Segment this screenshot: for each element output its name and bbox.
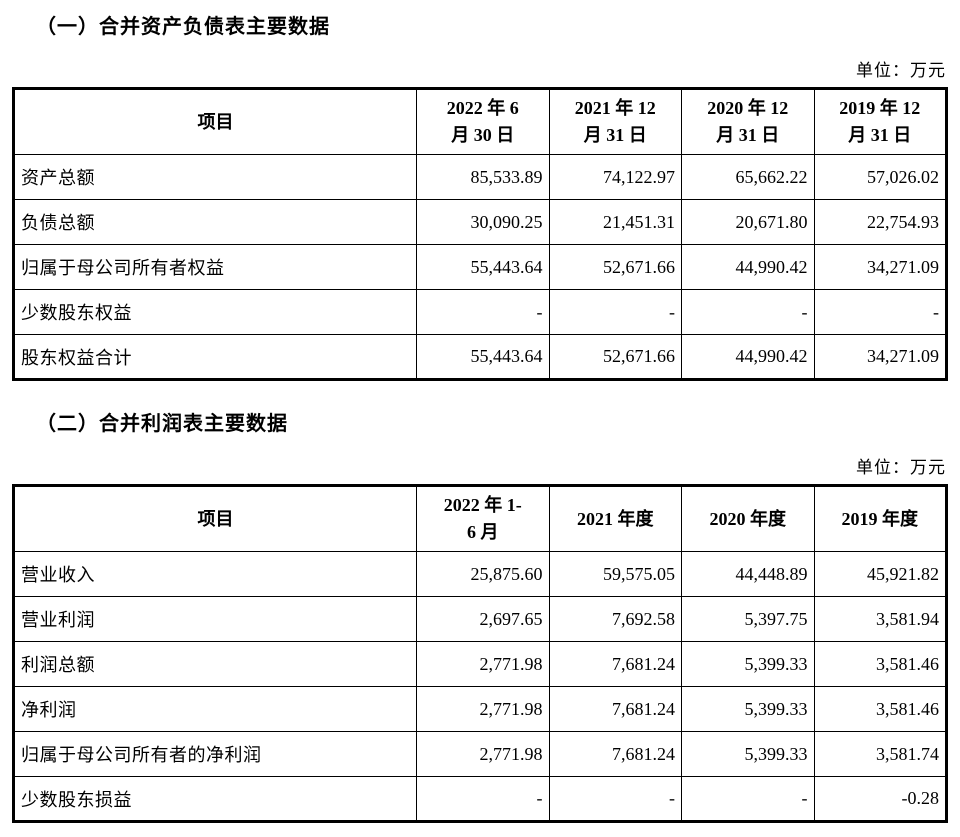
table-row: 资产总额 85,533.89 74,122.97 65,662.22 57,02…: [12, 154, 947, 200]
value-cell: 5,399.33: [681, 641, 815, 687]
row-label: 股东权益合计: [12, 334, 418, 380]
value-cell: 25,875.60: [416, 551, 550, 597]
table-row: 营业收入 25,875.60 59,575.05 44,448.89 45,92…: [12, 551, 947, 597]
table-body: 营业收入 25,875.60 59,575.05 44,448.89 45,92…: [12, 551, 947, 822]
table-row: 少数股东损益 - - - -0.28: [12, 776, 947, 822]
row-label: 资产总额: [12, 154, 418, 200]
table-header: 项目 2022 年 1- 6 月 2021 年度 2020 年度 2019 年度: [12, 485, 947, 552]
value-cell: 59,575.05: [548, 551, 683, 597]
value-cell: 65,662.22: [681, 154, 815, 200]
value-cell: -0.28: [813, 776, 947, 822]
row-label: 少数股东权益: [12, 289, 418, 335]
value-cell: 21,451.31: [548, 199, 683, 245]
value-cell: -: [681, 289, 815, 335]
header-item: 项目: [12, 485, 418, 552]
table-row: 归属于母公司所有者权益 55,443.64 52,671.66 44,990.4…: [12, 244, 947, 290]
row-label: 归属于母公司所有者的净利润: [12, 731, 418, 777]
value-cell: 2,771.98: [416, 641, 550, 687]
header-period-1: 2022 年 1- 6 月: [416, 485, 550, 552]
value-cell: 3,581.94: [813, 596, 947, 642]
balance-sheet-table: 项目 2022 年 6 月 30 日 2021 年 12 月 31 日 2020…: [12, 87, 948, 381]
section-income-statement: （二）合并利润表主要数据 单位：万元 项目 2022 年 1- 6 月 2021…: [12, 411, 948, 823]
value-cell: 5,399.33: [681, 731, 815, 777]
value-cell: 57,026.02: [813, 154, 947, 200]
value-cell: 7,692.58: [548, 596, 683, 642]
value-cell: -: [548, 289, 683, 335]
value-cell: -: [548, 776, 683, 822]
section-title-income-statement: （二）合并利润表主要数据: [36, 413, 288, 435]
value-cell: 2,697.65: [416, 596, 550, 642]
header-item: 项目: [12, 88, 418, 155]
header-period-1: 2022 年 6 月 30 日: [416, 88, 550, 155]
table-header: 项目 2022 年 6 月 30 日 2021 年 12 月 31 日 2020…: [12, 88, 947, 155]
header-period-3: 2020 年度: [681, 485, 815, 552]
row-label: 归属于母公司所有者权益: [12, 244, 418, 290]
table-row: 利润总额 2,771.98 7,681.24 5,399.33 3,581.46: [12, 641, 947, 687]
table-row: 少数股东权益 - - - -: [12, 289, 947, 335]
value-cell: 44,990.42: [681, 334, 815, 380]
value-cell: 5,397.75: [681, 596, 815, 642]
value-cell: -: [813, 289, 947, 335]
header-period-2: 2021 年 12 月 31 日: [548, 88, 683, 155]
unit-label: 单位：万元: [856, 61, 946, 80]
row-label: 净利润: [12, 686, 418, 732]
value-cell: 2,771.98: [416, 686, 550, 732]
value-cell: 44,448.89: [681, 551, 815, 597]
income-statement-table: 项目 2022 年 1- 6 月 2021 年度 2020 年度 2019 年度…: [12, 484, 948, 823]
value-cell: -: [681, 776, 815, 822]
row-label: 利润总额: [12, 641, 418, 687]
value-cell: 52,671.66: [548, 334, 683, 380]
value-cell: 45,921.82: [813, 551, 947, 597]
value-cell: 3,581.74: [813, 731, 947, 777]
row-label: 营业利润: [12, 596, 418, 642]
value-cell: 3,581.46: [813, 641, 947, 687]
table-body: 资产总额 85,533.89 74,122.97 65,662.22 57,02…: [12, 154, 947, 380]
value-cell: 44,990.42: [681, 244, 815, 290]
header-period-3: 2020 年 12 月 31 日: [681, 88, 815, 155]
value-cell: 34,271.09: [813, 244, 947, 290]
header-period-2: 2021 年度: [548, 485, 683, 552]
value-cell: -: [416, 289, 550, 335]
value-cell: 74,122.97: [548, 154, 683, 200]
value-cell: 2,771.98: [416, 731, 550, 777]
section-balance-sheet: （一）合并资产负债表主要数据 单位：万元 项目 2022 年 6 月 30 日 …: [12, 14, 948, 381]
row-label: 负债总额: [12, 199, 418, 245]
table-row: 营业利润 2,697.65 7,692.58 5,397.75 3,581.94: [12, 596, 947, 642]
value-cell: 7,681.24: [548, 641, 683, 687]
value-cell: 5,399.33: [681, 686, 815, 732]
header-period-4: 2019 年 12 月 31 日: [813, 88, 947, 155]
section-title-balance-sheet: （一）合并资产负债表主要数据: [36, 16, 330, 38]
value-cell: 55,443.64: [416, 244, 550, 290]
value-cell: 22,754.93: [813, 199, 947, 245]
value-cell: 3,581.46: [813, 686, 947, 732]
header-period-4: 2019 年度: [813, 485, 947, 552]
value-cell: 55,443.64: [416, 334, 550, 380]
table-row: 负债总额 30,090.25 21,451.31 20,671.80 22,75…: [12, 199, 947, 245]
value-cell: 20,671.80: [681, 199, 815, 245]
row-label: 营业收入: [12, 551, 418, 597]
value-cell: 7,681.24: [548, 731, 683, 777]
unit-label: 单位：万元: [856, 458, 946, 477]
value-cell: 34,271.09: [813, 334, 947, 380]
table-row: 归属于母公司所有者的净利润 2,771.98 7,681.24 5,399.33…: [12, 731, 947, 777]
header-row: 项目 2022 年 6 月 30 日 2021 年 12 月 31 日 2020…: [12, 88, 947, 155]
header-row: 项目 2022 年 1- 6 月 2021 年度 2020 年度 2019 年度: [12, 485, 947, 552]
row-label: 少数股东损益: [12, 776, 418, 822]
value-cell: 85,533.89: [416, 154, 550, 200]
value-cell: 30,090.25: [416, 199, 550, 245]
table-row: 净利润 2,771.98 7,681.24 5,399.33 3,581.46: [12, 686, 947, 732]
table-row: 股东权益合计 55,443.64 52,671.66 44,990.42 34,…: [12, 334, 947, 380]
value-cell: -: [416, 776, 550, 822]
value-cell: 52,671.66: [548, 244, 683, 290]
value-cell: 7,681.24: [548, 686, 683, 732]
